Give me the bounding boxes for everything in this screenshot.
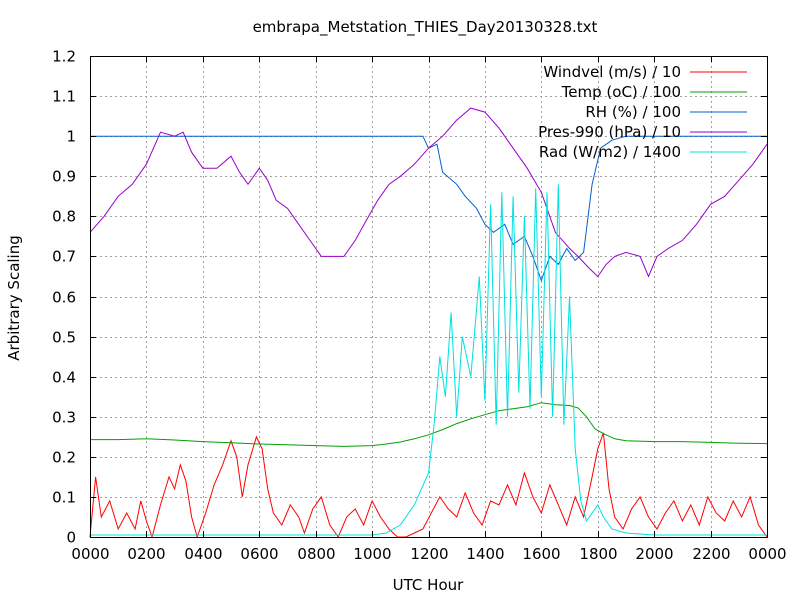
series-line-3 (89, 107, 768, 278)
legend-entry-label: Pres-990 (hPa) / 10 (538, 123, 681, 141)
y-axis-label: Arbitrary Scaling (5, 235, 23, 361)
series-line-1 (90, 402, 768, 447)
tick-marks (90, 56, 768, 538)
x-tick-label: 1200 (410, 545, 448, 563)
series-line-2 (90, 135, 767, 283)
chart-title: embrapa_Metstation_THIES_Day20130328.txt (253, 18, 598, 37)
series-line-0 (89, 432, 768, 539)
x-tick-label: 2000 (635, 545, 673, 563)
y-tick-label: 1 (66, 128, 76, 146)
y-tick-label: 0.1 (52, 489, 76, 507)
legend-entry-label: RH (%) / 100 (585, 103, 681, 121)
x-tick-label: 0000 (748, 545, 786, 563)
y-tick-label: 1.1 (52, 88, 76, 106)
y-tick-label: 0.2 (52, 449, 76, 467)
x-tick-label: 0000 (71, 545, 109, 563)
y-tick-label: 0.6 (52, 289, 76, 307)
legend-entry-label: Temp (oC) / 100 (561, 83, 681, 101)
series-line-4 (90, 184, 767, 536)
x-tick-label: 0400 (184, 545, 222, 563)
legend-entry-label: Rad (W/m2) / 1400 (539, 143, 681, 161)
legend-entry-label: Windvel (m/s) / 10 (543, 63, 681, 81)
y-tick-label: 0.4 (52, 369, 76, 387)
legend: Windvel (m/s) / 10 Temp (oC) / 100 RH (%) … (538, 63, 747, 161)
y-tick-label: 0.9 (52, 168, 76, 186)
x-tick-label: 0200 (127, 545, 165, 563)
x-tick-label: 1800 (579, 545, 617, 563)
y-tick-label: 0.8 (52, 208, 76, 226)
x-tick-label: 1600 (522, 545, 560, 563)
series-group (89, 107, 768, 539)
x-tick-label: 1000 (353, 545, 391, 563)
x-axis-label: UTC Hour (393, 576, 464, 594)
y-tick-label: 0.5 (52, 329, 76, 347)
y-tick-label: 0.3 (52, 409, 76, 427)
x-tick-label: 1400 (466, 545, 504, 563)
x-tick-label: 0600 (240, 545, 278, 563)
x-tick-label: 2200 (692, 545, 730, 563)
x-tick-labels: 0000 0200 0400 0600 0800 1000 1200 1400 1600 1800… (71, 545, 786, 563)
x-tick-label: 0800 (297, 545, 335, 563)
y-tick-label: 1.2 (52, 48, 76, 66)
y-tick-labels: 0 0.1 0.2 0.3 0.4 0.5 0.6 0.7 0.8 0.9 1 1.1 1.2 (52, 48, 76, 547)
y-tick-label: 0 (66, 529, 76, 547)
y-tick-label: 0.7 (52, 248, 76, 266)
